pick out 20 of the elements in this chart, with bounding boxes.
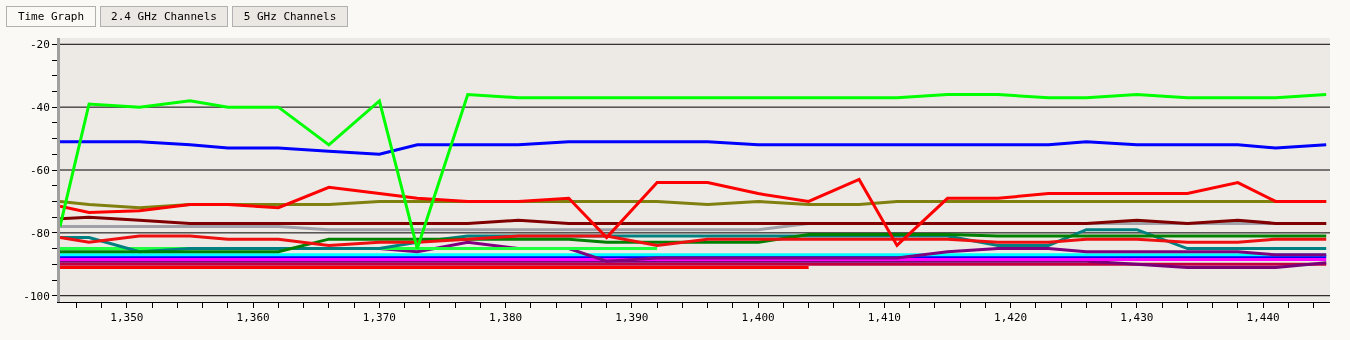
y-tick-label: -40 [29,100,50,114]
x-tick-label: 1,380 [489,311,523,325]
x-tick-label: 1,440 [1246,311,1280,325]
x-tick-label: 1,370 [362,311,396,325]
x-tick-label: 1,420 [994,311,1028,325]
y-tick-label: -20 [29,38,50,52]
line-series [60,215,1328,225]
y-tick-label: -100 [23,289,50,303]
text: 2.4 GHz Channels [111,10,217,23]
x-tick-label: 1,430 [1120,311,1154,325]
line-series [60,140,1328,156]
y-tick-label: -60 [29,163,50,177]
x-tick-label: 1,350 [110,311,144,325]
y-tick-label: -80 [29,226,50,240]
x-tick-label: 1,390 [615,311,649,325]
text: Time Graph [17,10,85,23]
x-tick-label: 1,360 [236,311,270,325]
x-tick-label: 1,410 [867,311,901,325]
x-tick-label: 1,400 [741,311,775,325]
text: 5 GHz Channels [243,10,337,23]
